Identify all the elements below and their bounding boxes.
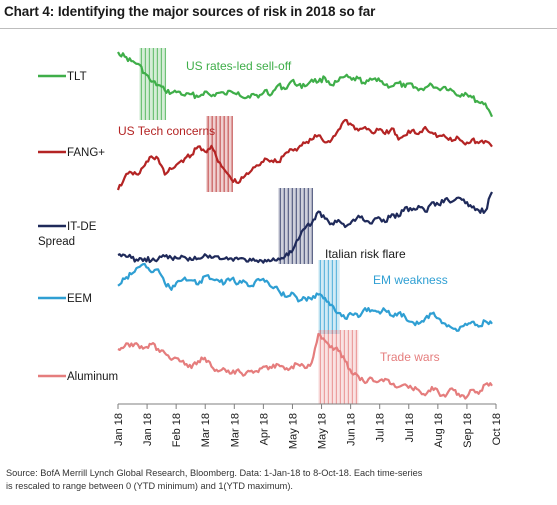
series-line-fang- <box>116 118 493 191</box>
legend-label-line2: Spread <box>38 236 75 248</box>
legend-item: EEM <box>38 293 92 305</box>
legend-item: TLT <box>38 71 87 83</box>
x-tick-label: May 18 <box>287 413 299 449</box>
annotation-band <box>139 48 167 120</box>
x-tick-label: Jun 18 <box>346 413 358 446</box>
x-tick-label: Oct 18 <box>491 413 503 445</box>
x-tick-label: Apr 18 <box>258 413 270 445</box>
annotation-labels: US rates-led sell-off US Tech concerns Ita… <box>118 59 448 364</box>
x-tick-label: Jan 18 <box>113 413 125 446</box>
legend-label: TLT <box>67 71 87 83</box>
legend-item: FANG+ <box>38 147 105 159</box>
x-tick-label: Jul 18 <box>375 413 387 442</box>
legend-item: Aluminum <box>38 371 118 383</box>
legend-label: EEM <box>67 293 92 305</box>
series-line-aluminum <box>117 332 493 400</box>
x-tick-label: Aug 18 <box>433 413 445 448</box>
series-line-it-de-spread <box>117 191 493 264</box>
x-tick-label: Mar 18 <box>229 413 241 447</box>
x-tick-label: Jan 18 <box>142 413 154 446</box>
x-tick-label: Feb 18 <box>171 413 183 447</box>
x-tick-label: Jul 18 <box>404 413 416 442</box>
annotation-label: Trade wars <box>380 350 440 364</box>
annotation-band-fill <box>139 48 167 120</box>
series-line-eem <box>117 262 493 332</box>
annotation-bands <box>139 48 359 404</box>
annotation-label: US rates-led sell-off <box>186 59 292 73</box>
legend-item: IT-DE Spread <box>38 221 97 248</box>
annotation-label: US Tech concerns <box>118 124 215 138</box>
chart-title: Chart 4: Identifying the major sources o… <box>4 4 376 19</box>
series-lines <box>116 51 494 400</box>
title-divider <box>0 28 557 29</box>
x-axis: Jan 18 Jan 18 Feb 18 Mar 18 Mar 18 Apr 18 May … <box>113 403 503 449</box>
annotation-band-fill <box>318 260 340 334</box>
legend-label: FANG+ <box>67 147 105 159</box>
annotation-band <box>318 260 340 334</box>
legend-label: Aluminum <box>67 371 118 383</box>
annotation-label: Italian risk flare <box>325 247 406 261</box>
series-line-tlt <box>117 51 494 118</box>
x-tick-label: May 18 <box>317 413 329 449</box>
legend-label: IT-DE <box>67 221 97 233</box>
legend: TLT FANG+ IT-DE Spread EEM Aluminum <box>38 71 118 383</box>
annotation-band <box>206 116 233 192</box>
annotation-label: EM weakness <box>373 273 448 287</box>
x-tick-label: Sep 18 <box>462 413 474 448</box>
x-tick-label: Mar 18 <box>200 413 212 447</box>
source-note: Source: BofA Merrill Lynch Global Resear… <box>6 468 423 491</box>
